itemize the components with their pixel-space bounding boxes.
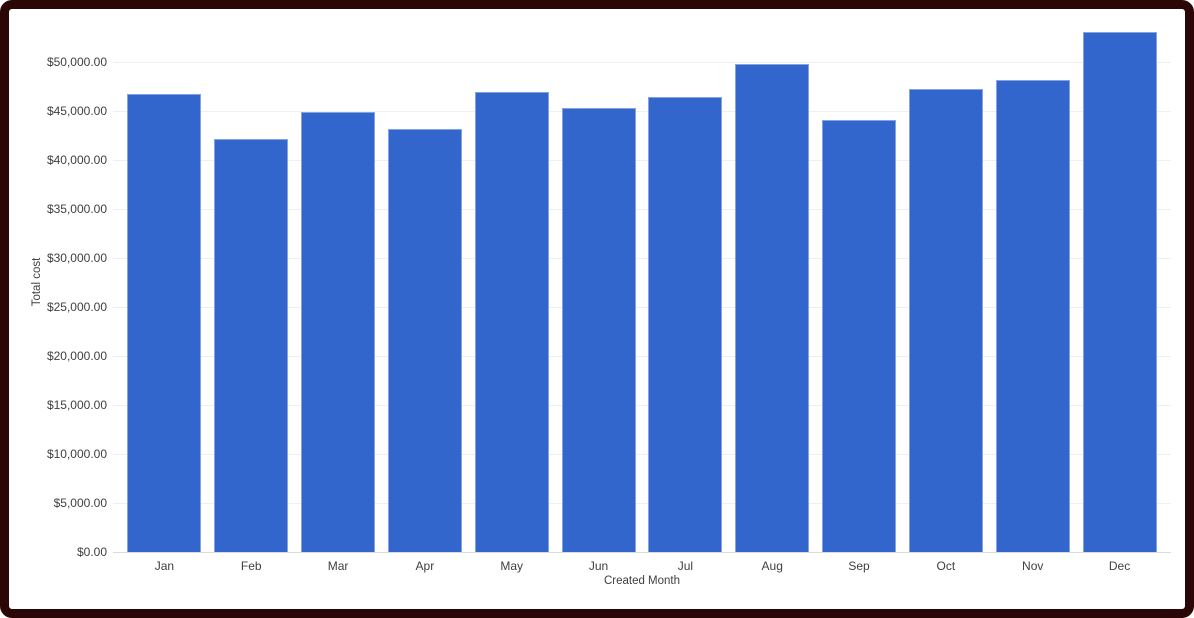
x-tick-label: Jun — [588, 559, 609, 573]
x-tick-label: Aug — [761, 559, 783, 573]
gridline — [113, 404, 1171, 406]
y-tick-label: $20,000.00 — [46, 349, 107, 363]
gridline — [113, 453, 1171, 455]
bar-nov[interactable] — [995, 79, 1070, 552]
bar-jun[interactable] — [561, 108, 636, 552]
y-tick-label: $50,000.00 — [46, 55, 107, 69]
bar-apr[interactable] — [387, 128, 462, 552]
total-cost-bar-chart: $0.00 $5,000.00 $10,000.00 $15,000.00 $20,00… — [9, 9, 1185, 609]
x-tick-label: Sep — [848, 559, 870, 573]
bar-mar[interactable] — [301, 111, 376, 552]
x-tick-label: Oct — [936, 559, 956, 573]
y-tick-label: $0.00 — [76, 545, 107, 559]
y-tick-label: $25,000.00 — [46, 300, 107, 314]
x-tick-label: Dec — [1108, 559, 1131, 573]
bar-aug[interactable] — [735, 63, 810, 552]
y-tick-label: $30,000.00 — [46, 251, 107, 265]
y-tick-label: $35,000.00 — [46, 202, 107, 216]
gridline — [113, 257, 1171, 259]
y-tick-label: $40,000.00 — [46, 153, 107, 167]
x-tick-label: Mar — [327, 559, 349, 573]
gridline — [113, 61, 1171, 63]
gridline — [113, 110, 1171, 112]
x-tick-label: Feb — [240, 559, 262, 573]
bar-dec[interactable] — [1082, 31, 1157, 552]
axis-baseline — [113, 551, 1171, 553]
y-tick-label: $45,000.00 — [46, 104, 107, 118]
x-tick-label: Apr — [415, 559, 435, 573]
x-tick-label: Jan — [154, 559, 175, 573]
x-axis-title: Created Month — [603, 575, 681, 587]
bar-jul[interactable] — [648, 97, 723, 552]
y-tick-label: $15,000.00 — [46, 398, 107, 412]
bar-sep[interactable] — [822, 119, 897, 552]
bar-oct[interactable] — [908, 89, 983, 552]
x-tick-label: Jul — [677, 559, 694, 573]
y-tick-label: $5,000.00 — [53, 496, 107, 510]
gridline — [113, 159, 1171, 161]
x-tick-label: May — [500, 559, 524, 573]
bar-feb[interactable] — [214, 139, 289, 552]
gridline — [113, 208, 1171, 210]
y-axis-title: Total cost — [31, 257, 43, 307]
gridline — [113, 306, 1171, 308]
bar-jan[interactable] — [127, 94, 202, 552]
x-tick-label: Nov — [1022, 559, 1044, 573]
bar-may[interactable] — [474, 92, 549, 552]
gridline — [113, 355, 1171, 357]
y-tick-label: $10,000.00 — [46, 447, 107, 461]
gridline — [113, 502, 1171, 504]
